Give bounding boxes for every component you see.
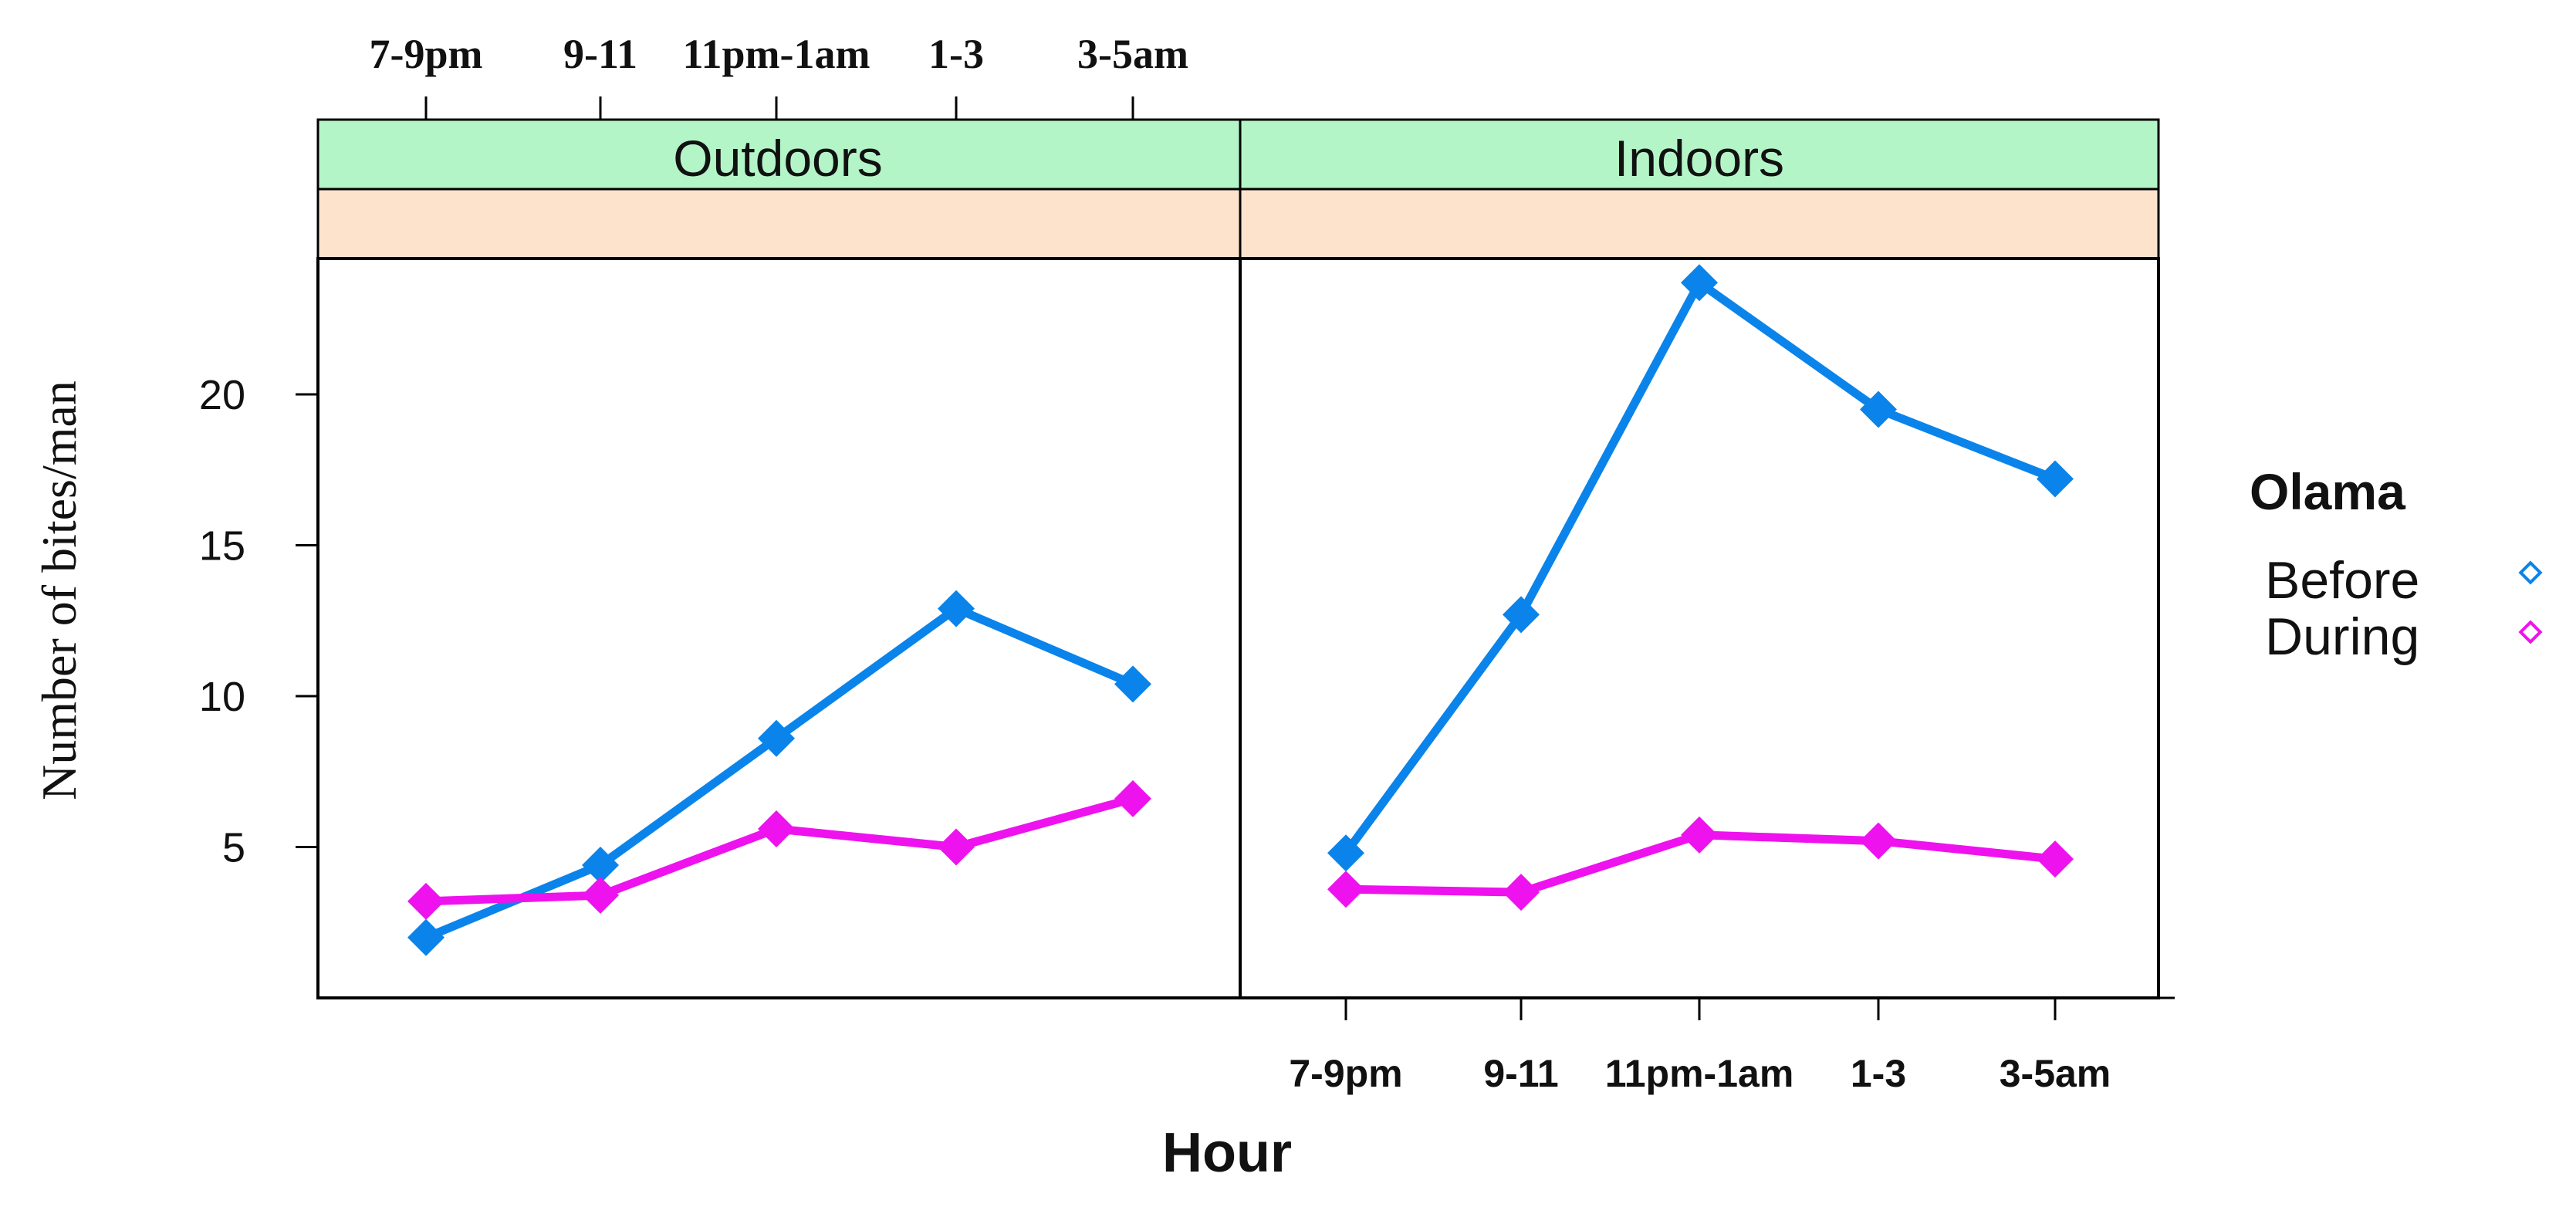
point-outdoors-before-1-3 [938,590,975,627]
bottom-tick-label-3-5am: 3-5am [2000,1052,2111,1095]
panel-frame-outdoors [316,257,1242,999]
panel-title-indoors: Indoors [1614,130,1784,187]
point-indoors-before-7-9pm [1327,834,1364,872]
legend-title: Olama [2250,463,2406,520]
point-indoors-before-9-11 [1503,596,1540,634]
legend-marker-during [2518,620,2543,644]
y-tick-label-10: 10 [199,674,245,720]
point-outdoors-before-7-9pm [407,918,445,956]
line-indoors-before [1341,278,2060,857]
top-tick-label-1-3: 1-3 [928,31,984,77]
strips: Outdoors Indoors [316,118,2160,260]
y-axis: 5 10 15 20 [199,372,318,871]
y-tick-label-15: 15 [199,522,245,569]
x-axis-title: Hour [1162,1122,1292,1184]
bottom-tick-label-11pm-1am: 11pm-1am [1605,1052,1794,1095]
point-outdoors-during-9-11 [582,877,619,915]
bottom-x-axis: 7-9pm 9-11 11pm-1am 1-3 3-5am [1240,996,2175,1095]
point-indoors-during-3-5am [2037,840,2074,878]
strip-top-outdoors [316,118,1242,191]
top-x-axis: 7-9pm 9-11 11pm-1am 1-3 3-5am [370,31,1188,120]
point-indoors-before-1-3 [1860,391,1897,428]
legend-marker-before [2518,560,2543,585]
y-tick-label-5: 5 [222,824,245,871]
bottom-tick-label-1-3: 1-3 [1851,1052,1906,1095]
point-outdoors-during-1-3 [938,828,975,866]
legend: Olama Before During [2250,463,2543,666]
point-outdoors-during-7-9pm [407,882,445,920]
point-indoors-during-7-9pm [1327,871,1364,908]
top-tick-label-7-9pm: 7-9pm [370,31,483,77]
strip-bottom-indoors [1239,188,2160,260]
series-layer [407,264,2074,956]
bottom-tick-label-9-11: 9-11 [1483,1052,1558,1095]
y-tick-label-20: 20 [199,372,245,418]
point-outdoors-during-11pm-1am [758,810,795,848]
bottom-tick-label-7-9pm: 7-9pm [1289,1052,1402,1095]
y-axis-title: Number of bites/man [32,380,86,800]
point-indoors-before-3-5am [2037,460,2074,498]
point-outdoors-before-11pm-1am [758,719,795,757]
line-outdoors-before [421,604,1138,942]
panel-title-outdoors: Outdoors [673,130,882,187]
legend-label-during: During [2265,607,2419,666]
strip-bottom-outdoors [316,188,1242,260]
point-indoors-during-1-3 [1860,822,1897,860]
top-tick-label-9-11: 9-11 [563,31,637,77]
point-outdoors-during-3-5am [1114,779,1151,817]
point-indoors-before-11pm-1am [1681,264,1718,302]
point-indoors-during-11pm-1am [1681,816,1718,854]
top-tick-label-11pm-1am: 11pm-1am [683,31,870,77]
point-outdoors-before-3-5am [1114,665,1151,703]
strip-top-indoors [1239,118,2160,191]
point-indoors-during-9-11 [1503,874,1540,911]
legend-label-before: Before [2265,551,2419,610]
point-outdoors-before-9-11 [582,846,619,884]
top-tick-label-3-5am: 3-5am [1077,31,1188,77]
